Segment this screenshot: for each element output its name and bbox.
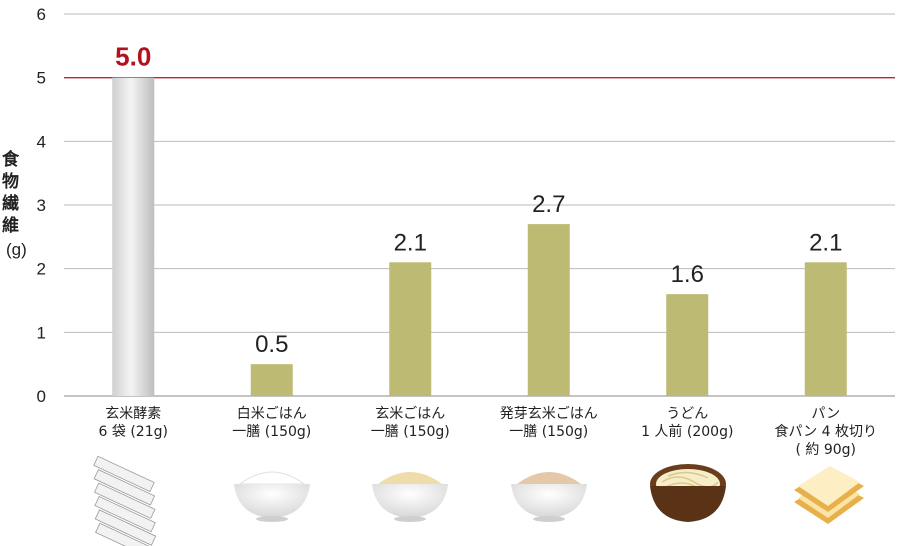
y-tick-label: 0 xyxy=(37,387,46,406)
brown-rice-bowl-icon xyxy=(372,472,448,522)
value-label: 2.1 xyxy=(394,229,427,256)
category-label: パン食パン 4 枚切り( 約 90g) xyxy=(774,406,877,458)
bread-slices-icon xyxy=(794,466,864,524)
y-axis-ticks: 0 1 2 3 4 5 6 xyxy=(37,5,46,406)
value-label: 5.0 xyxy=(115,42,151,72)
y-tick-label: 6 xyxy=(37,5,46,24)
bar xyxy=(804,262,847,396)
y-axis-unit: (g) xyxy=(6,240,27,259)
bars xyxy=(112,77,847,397)
stick-packets-icon xyxy=(93,455,157,546)
value-label: 0.5 xyxy=(255,331,288,358)
category-label: 発芽玄米ごはん一膳 (150g) xyxy=(500,405,598,440)
y-tick-label: 5 xyxy=(37,69,46,88)
germinated-rice-bowl-icon xyxy=(511,472,587,522)
bar xyxy=(389,262,432,396)
y-tick-label: 1 xyxy=(37,323,46,342)
y-axis-title: 食物繊維 xyxy=(2,149,20,236)
bar xyxy=(250,364,293,396)
value-label: 2.1 xyxy=(809,229,842,256)
category-label: 玄米ごはん一膳 (150g) xyxy=(371,405,450,440)
gridlines xyxy=(64,13,895,397)
category-label: 玄米酵素 6 袋 (21g) xyxy=(99,405,168,440)
value-labels: 5.0 0.5 2.1 2.7 1.6 2.1 xyxy=(115,42,842,358)
category-label: 白米ごはん一膳 (150g) xyxy=(232,406,311,440)
udon-bowl-icon xyxy=(650,464,726,522)
bar xyxy=(112,77,155,397)
y-tick-label: 3 xyxy=(37,196,46,215)
category-label: うどん 1 人前 (200g) xyxy=(641,406,733,440)
y-tick-label: 2 xyxy=(37,260,46,279)
white-rice-bowl-icon xyxy=(234,471,310,522)
category-labels: 玄米酵素 6 袋 (21g) 白米ごはん一膳 (150g) 玄米ごはん一膳 (150g… xyxy=(99,405,877,458)
value-label: 2.7 xyxy=(532,191,565,218)
bar xyxy=(666,294,709,396)
y-axis-label: 食物繊維 (g) xyxy=(2,149,27,259)
value-label: 1.6 xyxy=(671,261,704,288)
y-tick-label: 4 xyxy=(37,132,46,151)
bar xyxy=(527,224,570,396)
